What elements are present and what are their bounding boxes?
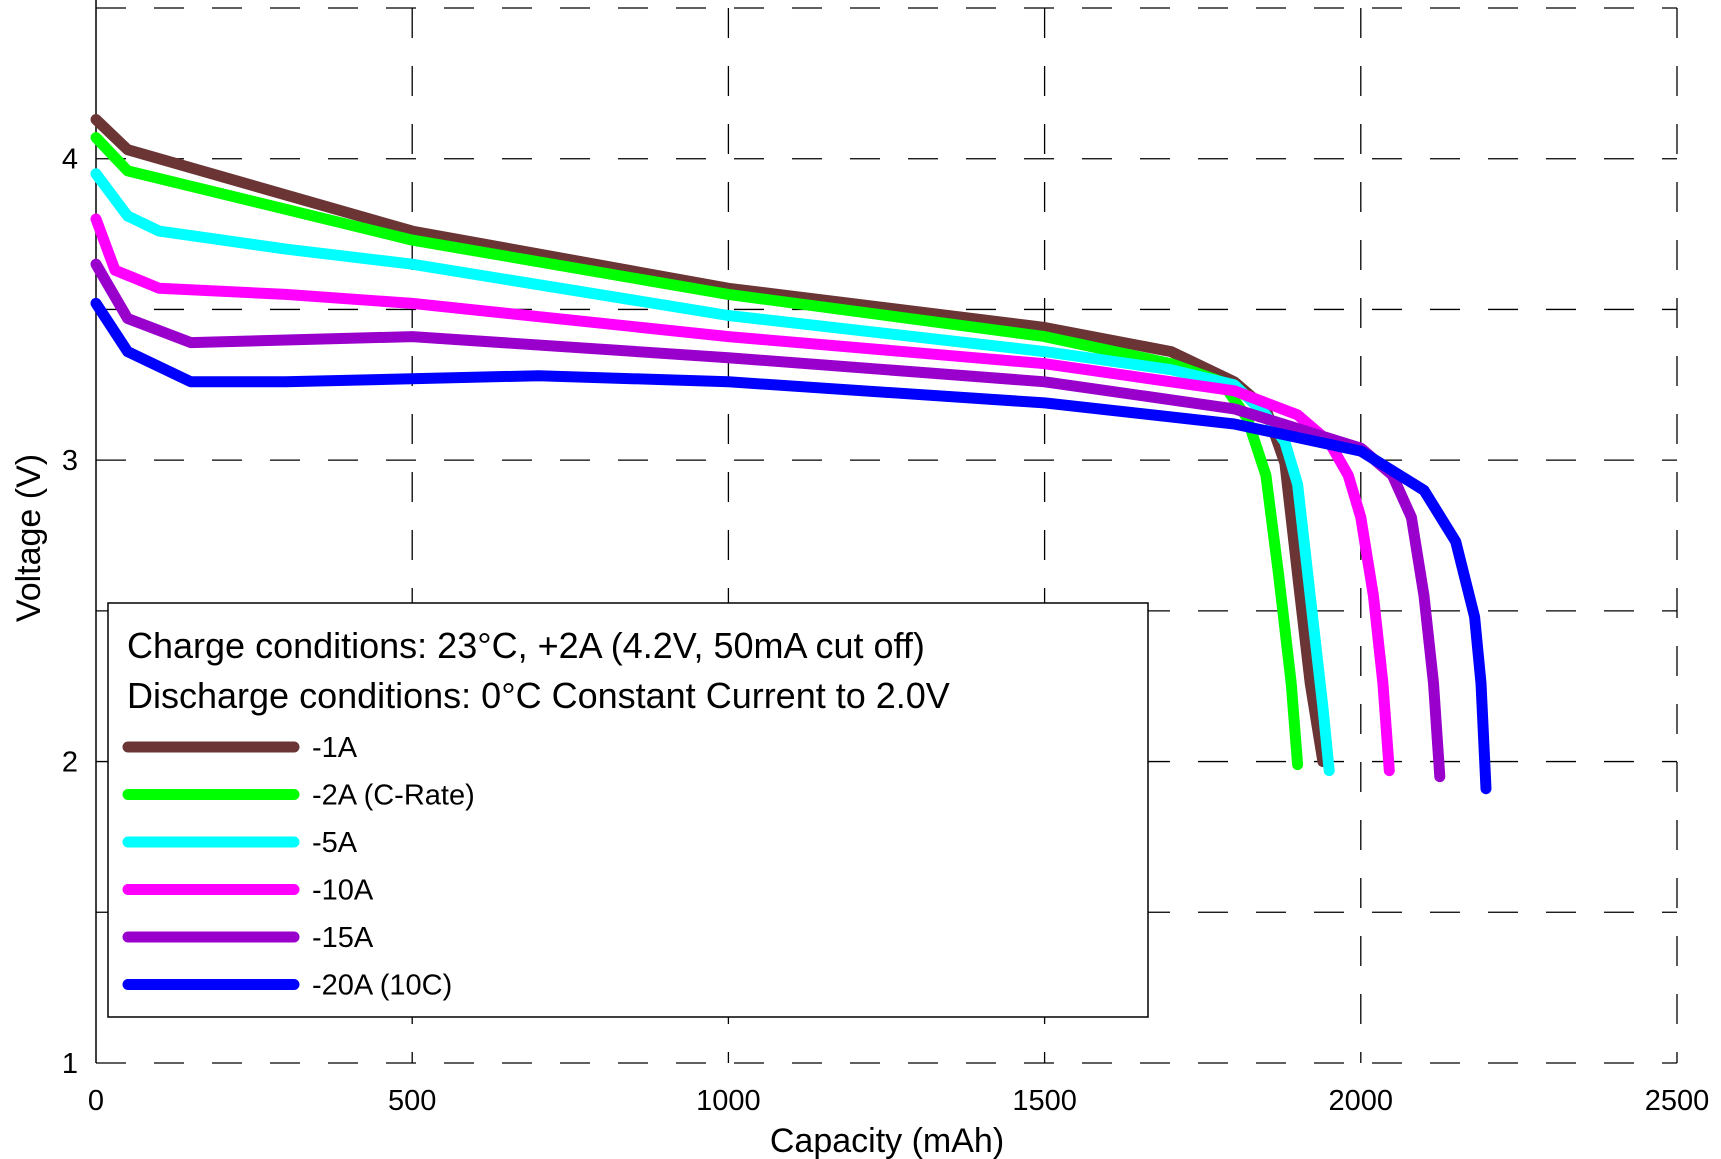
series-line (90, 114, 1329, 768)
series-line (90, 258, 1446, 783)
y-tick-label: 1 (62, 1048, 78, 1080)
legend-label: -15A (312, 922, 374, 954)
x-tick-label: 1000 (696, 1085, 761, 1117)
series-line (90, 213, 1395, 777)
legend-label: -1A (312, 732, 358, 764)
x-tick-label: 500 (388, 1085, 436, 1117)
legend-label: -5A (312, 827, 358, 859)
legend-label: -2A (C-Rate) (312, 780, 475, 812)
x-tick-label: 2500 (1645, 1085, 1710, 1117)
legend: Charge conditions: 23°C, +2A (4.2V, 50mA… (107, 602, 1149, 1018)
x-tick-label: 2000 (1329, 1085, 1394, 1117)
x-axis-title: Capacity (mAh) (770, 1122, 1004, 1159)
legend-annotation: Discharge conditions: 0°C Constant Curre… (127, 675, 950, 716)
y-tick-label: 2 (62, 747, 78, 779)
x-tick-label: 1500 (1012, 1085, 1077, 1117)
legend-label: -10A (312, 875, 374, 907)
y-tick-label: 4 (62, 144, 78, 176)
y-tick-label: 3 (62, 445, 78, 477)
y-axis-title: Voltage (V) (10, 454, 48, 622)
legend-label: -20A (10C) (312, 970, 452, 1002)
legend-annotation: Charge conditions: 23°C, +2A (4.2V, 50mA… (127, 625, 925, 666)
x-tick-label: 0 (88, 1085, 104, 1117)
legend-box (107, 602, 1149, 1018)
series-line (90, 168, 1335, 777)
series-line (90, 297, 1492, 795)
